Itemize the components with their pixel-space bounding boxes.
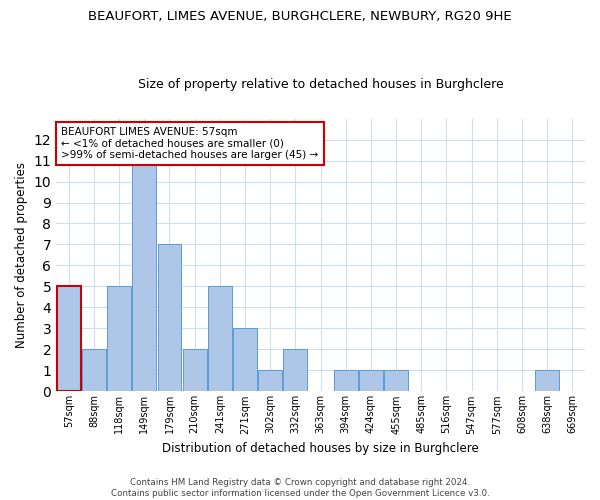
Bar (183, 350, 206, 392)
Text: Contains HM Land Registry data © Crown copyright and database right 2024.
Contai: Contains HM Land Registry data © Crown c… (110, 478, 490, 498)
Bar (384, 370, 408, 392)
Bar (107, 286, 131, 392)
Title: Size of property relative to detached houses in Burghclere: Size of property relative to detached ho… (138, 78, 503, 91)
Bar (233, 328, 257, 392)
Bar (208, 286, 232, 392)
Bar (258, 370, 282, 392)
Bar (535, 370, 559, 392)
Text: BEAUFORT LIMES AVENUE: 57sqm
← <1% of detached houses are smaller (0)
>99% of se: BEAUFORT LIMES AVENUE: 57sqm ← <1% of de… (61, 126, 319, 160)
X-axis label: Distribution of detached houses by size in Burghclere: Distribution of detached houses by size … (162, 442, 479, 455)
Bar (57, 286, 81, 392)
Bar (133, 160, 156, 392)
Text: BEAUFORT, LIMES AVENUE, BURGHCLERE, NEWBURY, RG20 9HE: BEAUFORT, LIMES AVENUE, BURGHCLERE, NEWB… (88, 10, 512, 23)
Bar (334, 370, 358, 392)
Bar (283, 350, 307, 392)
Y-axis label: Number of detached properties: Number of detached properties (15, 162, 28, 348)
Bar (82, 350, 106, 392)
Bar (158, 244, 181, 392)
Bar (359, 370, 383, 392)
